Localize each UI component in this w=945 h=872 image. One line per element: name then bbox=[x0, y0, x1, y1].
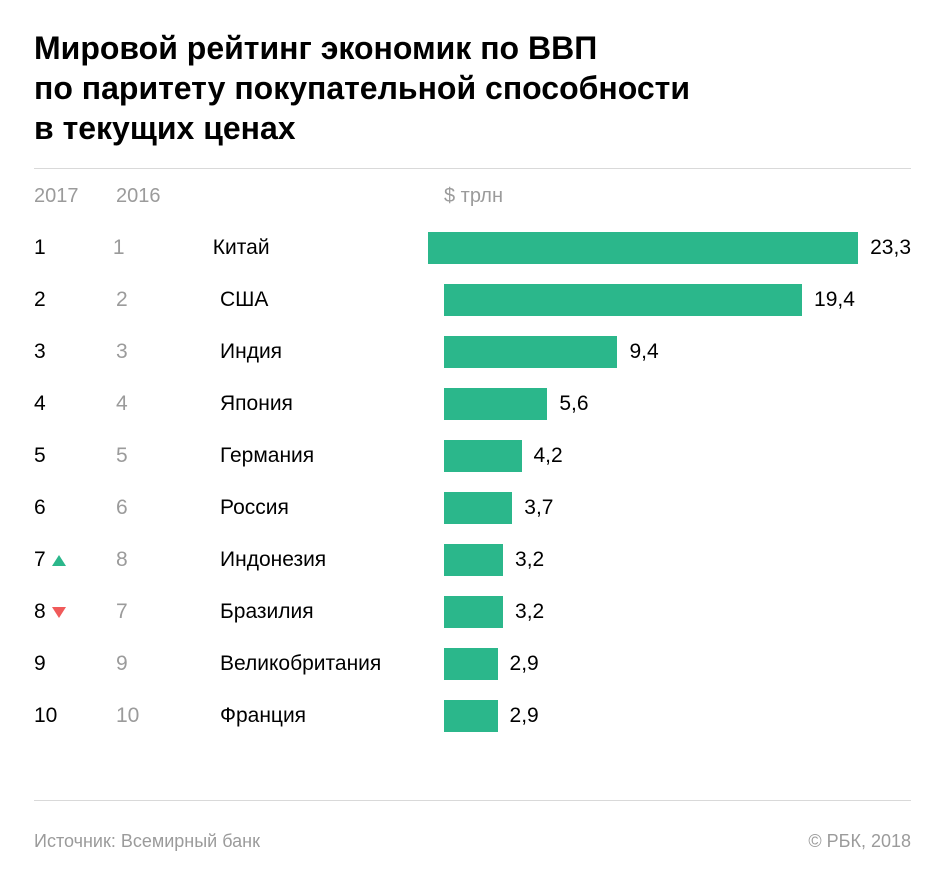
bar-cell: 19,4 bbox=[444, 274, 911, 326]
bar-value: 3,7 bbox=[524, 496, 553, 520]
rank-2017-value: 8 bbox=[34, 600, 46, 624]
country-name: Франция bbox=[220, 704, 444, 728]
country-name: Индонезия bbox=[220, 548, 444, 572]
bar-value: 4,2 bbox=[534, 444, 563, 468]
bar bbox=[444, 440, 522, 472]
bar-cell: 3,7 bbox=[444, 482, 911, 534]
country-name: Германия bbox=[220, 444, 444, 468]
title-line-2: по паритету покупательной способности bbox=[34, 70, 690, 106]
rank-2016: 10 bbox=[116, 704, 220, 728]
bar-value: 3,2 bbox=[515, 600, 544, 624]
bottom-divider bbox=[34, 800, 911, 801]
rank-2017: 7 bbox=[34, 548, 116, 572]
top-divider bbox=[34, 168, 911, 169]
rank-up-icon bbox=[52, 555, 66, 566]
rank-2016: 8 bbox=[116, 548, 220, 572]
chart-footer: Источник: Всемирный банк © РБК, 2018 bbox=[34, 831, 911, 852]
rank-2017-value: 4 bbox=[34, 392, 46, 416]
bar bbox=[444, 492, 512, 524]
bar-value: 3,2 bbox=[515, 548, 544, 572]
bar bbox=[444, 700, 498, 732]
rank-2017-value: 10 bbox=[34, 704, 57, 728]
chart-title: Мировой рейтинг экономик по ВВП по парит… bbox=[34, 28, 911, 148]
bar bbox=[444, 284, 802, 316]
title-line-1: Мировой рейтинг экономик по ВВП bbox=[34, 30, 597, 66]
rank-2017: 4 bbox=[34, 392, 116, 416]
rank-2017-value: 1 bbox=[34, 236, 46, 260]
bar bbox=[444, 388, 547, 420]
bar bbox=[444, 596, 503, 628]
bar-value: 2,9 bbox=[510, 704, 539, 728]
rank-2017: 9 bbox=[34, 652, 116, 676]
source-text: Источник: Всемирный банк bbox=[34, 831, 260, 852]
ranking-table: 2017 2016 $ трлн 11Китай23,322США19,433И… bbox=[34, 185, 911, 796]
rank-2016: 4 bbox=[116, 392, 220, 416]
country-name: Бразилия bbox=[220, 600, 444, 624]
bar-cell: 9,4 bbox=[444, 326, 911, 378]
bar-value: 2,9 bbox=[510, 652, 539, 676]
table-header: 2017 2016 $ трлн bbox=[34, 185, 911, 208]
rank-2017: 8 bbox=[34, 600, 116, 624]
rank-2017-value: 7 bbox=[34, 548, 46, 572]
rank-2017-value: 6 bbox=[34, 496, 46, 520]
bar bbox=[428, 232, 858, 264]
table-row: 1010Франция2,9 bbox=[34, 690, 911, 742]
table-row: 55Германия4,2 bbox=[34, 430, 911, 482]
bar-cell: 23,3 bbox=[428, 222, 911, 274]
bar-cell: 2,9 bbox=[444, 690, 911, 742]
country-name: Россия bbox=[220, 496, 444, 520]
bar-value: 9,4 bbox=[629, 340, 658, 364]
table-row: 7 8Индонезия 3,2 bbox=[34, 534, 911, 586]
bar-cell: 2,9 bbox=[444, 638, 911, 690]
bar-cell: 3,2 bbox=[444, 534, 911, 586]
rank-2017: 10 bbox=[34, 704, 116, 728]
country-name: США bbox=[220, 288, 444, 312]
rank-down-icon bbox=[52, 607, 66, 618]
rank-2017: 5 bbox=[34, 444, 116, 468]
table-row: 66Россия3,7 bbox=[34, 482, 911, 534]
table-row: 33Индия9,4 bbox=[34, 326, 911, 378]
rank-2017-value: 5 bbox=[34, 444, 46, 468]
bar bbox=[444, 648, 498, 680]
rank-2017: 1 bbox=[34, 236, 113, 260]
rank-2017-value: 3 bbox=[34, 340, 46, 364]
rank-2017-value: 9 bbox=[34, 652, 46, 676]
rank-2016: 3 bbox=[116, 340, 220, 364]
bar-cell: 5,6 bbox=[444, 378, 911, 430]
country-name: Япония bbox=[220, 392, 444, 416]
rank-2016: 5 bbox=[116, 444, 220, 468]
header-2017: 2017 bbox=[34, 185, 116, 208]
header-value: $ трлн bbox=[444, 185, 911, 208]
table-row: 22США19,4 bbox=[34, 274, 911, 326]
rank-2017-value: 2 bbox=[34, 288, 46, 312]
country-name: Китай bbox=[213, 236, 428, 260]
bar bbox=[444, 544, 503, 576]
table-row: 11Китай23,3 bbox=[34, 222, 911, 274]
rank-2017: 6 bbox=[34, 496, 116, 520]
title-line-3: в текущих ценах bbox=[34, 110, 296, 146]
bar-value: 5,6 bbox=[559, 392, 588, 416]
country-name: Великобритания bbox=[220, 652, 444, 676]
bar-value: 23,3 bbox=[870, 236, 911, 260]
bar-value: 19,4 bbox=[814, 288, 855, 312]
copyright-text: © РБК, 2018 bbox=[808, 831, 911, 852]
bar bbox=[444, 336, 617, 368]
rank-2016: 1 bbox=[113, 236, 213, 260]
bar-cell: 4,2 bbox=[444, 430, 911, 482]
bar-cell: 3,2 bbox=[444, 586, 911, 638]
table-rows: 11Китай23,322США19,433Индия9,444Япония5,… bbox=[34, 222, 911, 742]
rank-2016: 7 bbox=[116, 600, 220, 624]
header-2016: 2016 bbox=[116, 185, 220, 208]
rank-2017: 3 bbox=[34, 340, 116, 364]
table-row: 8 7Бразилия 3,2 bbox=[34, 586, 911, 638]
table-row: 99Великобритания2,9 bbox=[34, 638, 911, 690]
rank-2017: 2 bbox=[34, 288, 116, 312]
table-row: 44Япония5,6 bbox=[34, 378, 911, 430]
rank-2016: 6 bbox=[116, 496, 220, 520]
rank-2016: 9 bbox=[116, 652, 220, 676]
country-name: Индия bbox=[220, 340, 444, 364]
rank-2016: 2 bbox=[116, 288, 220, 312]
